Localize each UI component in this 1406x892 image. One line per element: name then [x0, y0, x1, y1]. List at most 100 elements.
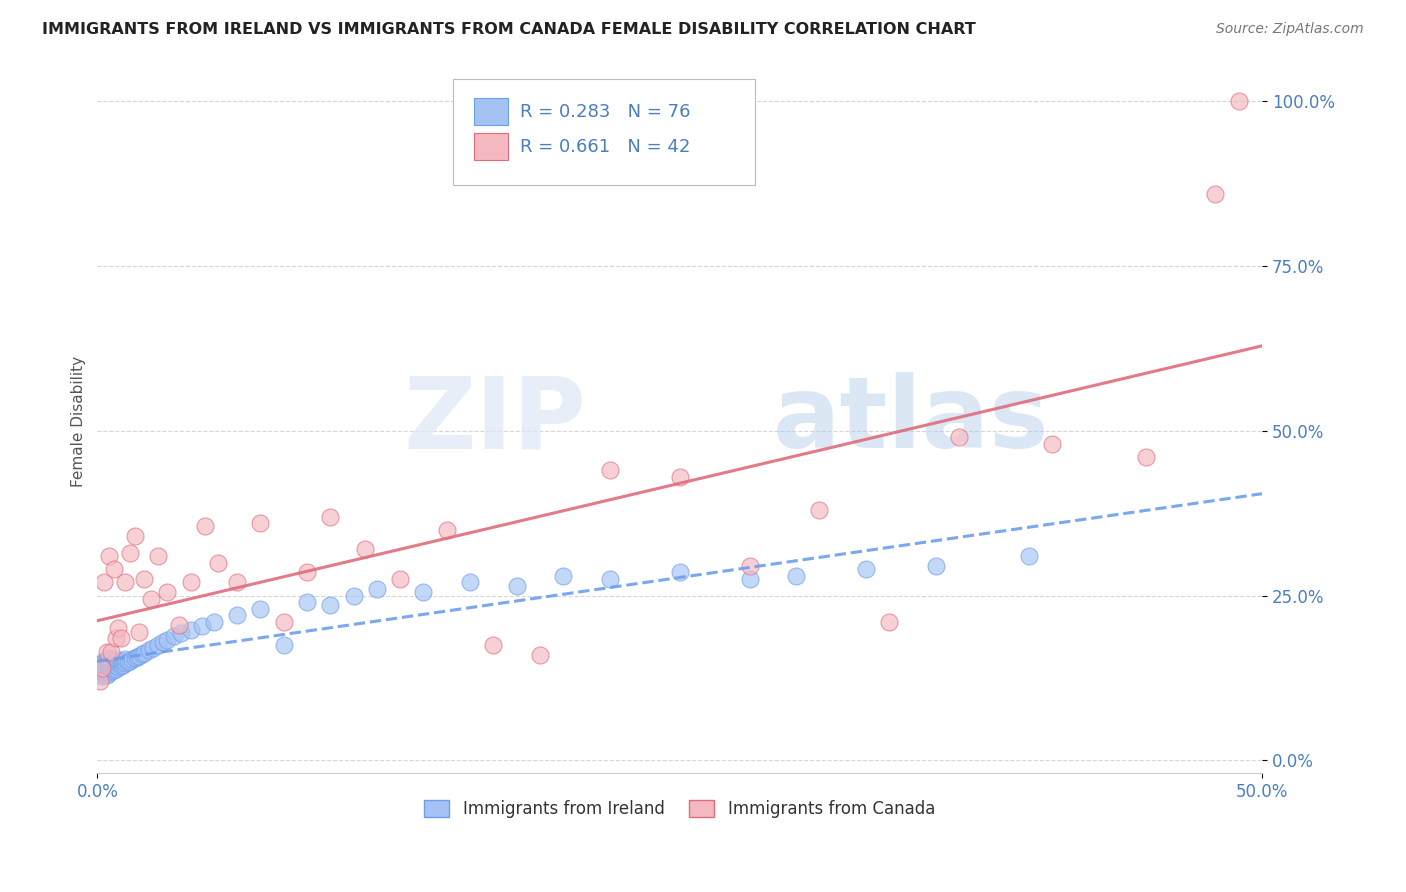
- Point: [103, 663, 125, 677]
- Point: [117, 655, 139, 669]
- Point: [100, 665, 122, 679]
- Point: [163, 629, 186, 643]
- Point: [505, 579, 527, 593]
- Point: [226, 575, 249, 590]
- Point: [104, 654, 127, 668]
- Point: [273, 615, 295, 629]
- Point: [249, 516, 271, 530]
- Point: [128, 624, 150, 639]
- Point: [104, 657, 127, 672]
- Point: [180, 575, 202, 590]
- Point: [96, 656, 118, 670]
- Point: [114, 657, 136, 671]
- Point: [89, 657, 111, 672]
- Point: [319, 509, 342, 524]
- Point: [785, 569, 807, 583]
- Point: [103, 659, 125, 673]
- Point: [226, 608, 249, 623]
- Point: [132, 572, 155, 586]
- Point: [738, 572, 761, 586]
- Point: [529, 648, 551, 662]
- Text: R = 0.283   N = 76: R = 0.283 N = 76: [520, 103, 690, 120]
- Point: [553, 569, 575, 583]
- Point: [91, 661, 114, 675]
- Text: atlas: atlas: [773, 373, 1049, 469]
- Point: [89, 661, 111, 675]
- Point: [167, 618, 190, 632]
- Point: [925, 558, 948, 573]
- Point: [458, 575, 481, 590]
- Point: [93, 575, 115, 590]
- Point: [98, 662, 121, 676]
- Point: [98, 658, 121, 673]
- Point: [124, 529, 146, 543]
- Point: [855, 562, 877, 576]
- Point: [93, 666, 115, 681]
- Point: [110, 632, 132, 646]
- Point: [131, 647, 153, 661]
- Text: R = 0.661   N = 42: R = 0.661 N = 42: [520, 137, 690, 156]
- Point: [207, 556, 229, 570]
- Point: [738, 558, 761, 573]
- Point: [1018, 549, 1040, 563]
- Point: [100, 657, 122, 671]
- Point: [107, 657, 129, 671]
- Point: [156, 632, 179, 647]
- Point: [142, 640, 165, 655]
- Point: [100, 644, 122, 658]
- Point: [180, 623, 202, 637]
- Y-axis label: Female Disability: Female Disability: [72, 355, 86, 486]
- Point: [146, 638, 169, 652]
- Point: [89, 674, 111, 689]
- Point: [156, 585, 179, 599]
- Bar: [474, 134, 509, 161]
- Point: [132, 646, 155, 660]
- Point: [91, 656, 114, 670]
- Point: [412, 585, 434, 599]
- Bar: [474, 98, 509, 125]
- Point: [96, 667, 118, 681]
- Point: [273, 638, 295, 652]
- Point: [193, 519, 215, 533]
- Point: [111, 654, 134, 668]
- Point: [98, 655, 121, 669]
- Point: [118, 654, 141, 668]
- Point: [104, 662, 127, 676]
- Text: Source: ZipAtlas.com: Source: ZipAtlas.com: [1216, 22, 1364, 37]
- Point: [89, 667, 111, 681]
- Point: [1227, 95, 1250, 109]
- Point: [98, 549, 121, 563]
- Point: [118, 546, 141, 560]
- Point: [436, 523, 458, 537]
- Point: [139, 591, 162, 606]
- Point: [295, 595, 318, 609]
- Point: [111, 657, 134, 672]
- Point: [107, 660, 129, 674]
- Point: [121, 652, 143, 666]
- Point: [295, 566, 318, 580]
- Point: [96, 644, 118, 658]
- Text: ZIP: ZIP: [404, 373, 586, 469]
- Point: [114, 575, 136, 590]
- Point: [98, 651, 121, 665]
- Point: [110, 655, 132, 669]
- Point: [319, 599, 342, 613]
- Point: [1204, 186, 1226, 201]
- Point: [389, 572, 412, 586]
- Point: [114, 652, 136, 666]
- Point: [124, 651, 146, 665]
- Point: [599, 463, 621, 477]
- Point: [599, 572, 621, 586]
- Point: [103, 562, 125, 576]
- Point: [152, 635, 174, 649]
- Point: [808, 503, 831, 517]
- Point: [91, 661, 114, 675]
- Point: [354, 542, 377, 557]
- Point: [948, 430, 970, 444]
- Point: [91, 665, 114, 679]
- Point: [104, 632, 127, 646]
- Point: [146, 549, 169, 563]
- Point: [93, 659, 115, 673]
- Point: [202, 615, 225, 629]
- Point: [100, 653, 122, 667]
